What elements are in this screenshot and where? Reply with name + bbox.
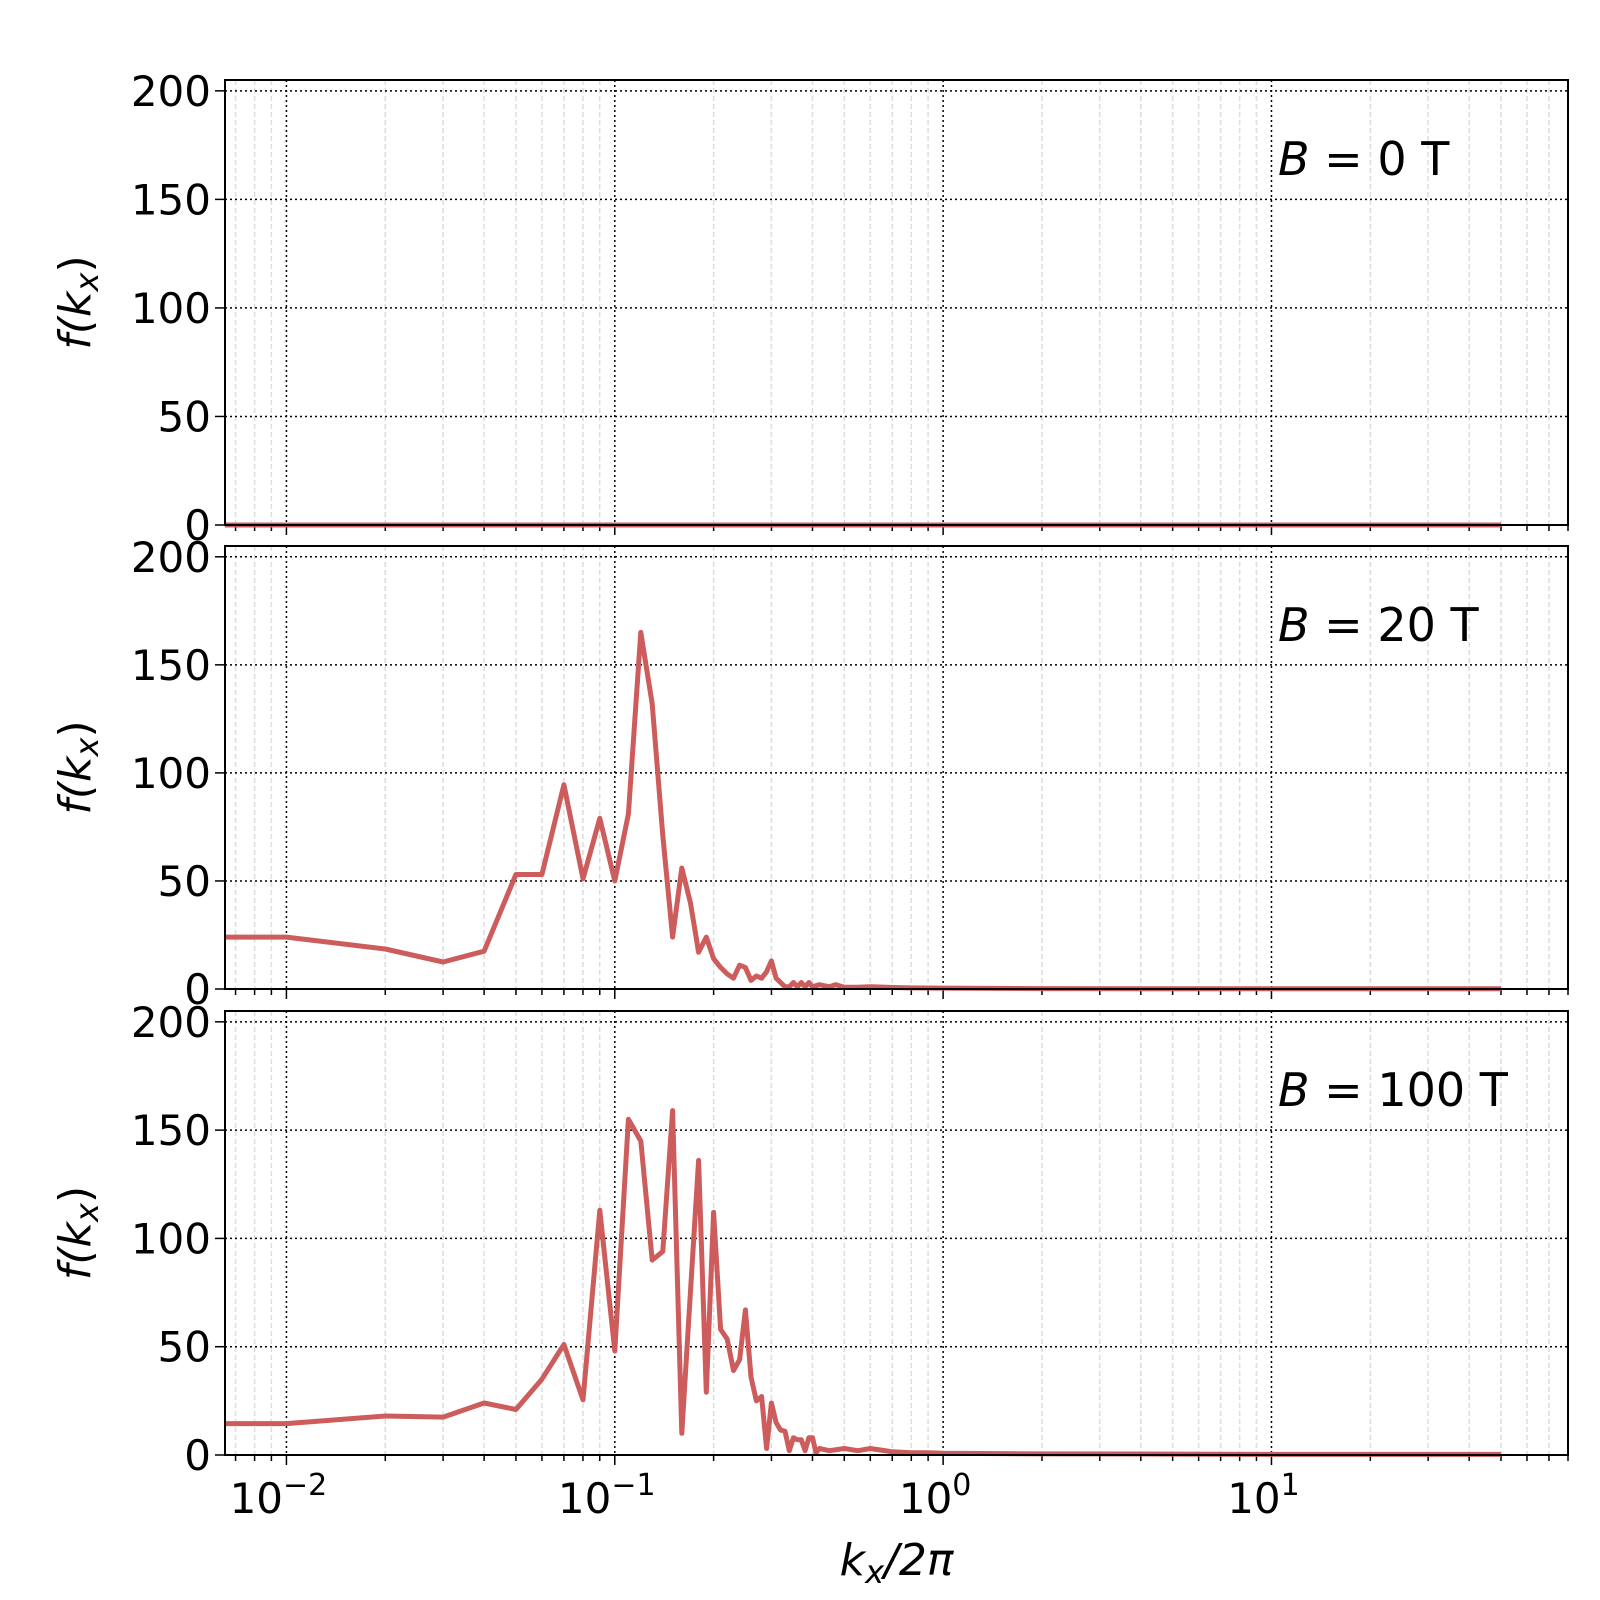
axes-frame [224,79,1569,526]
ytick-label: 50 [158,1323,211,1372]
xtick-base: 10 [1227,1474,1280,1523]
ylabel-var: k [50,290,101,317]
annotation-symbol: B [1278,1063,1310,1117]
ytick-label: 50 [158,857,211,906]
axes-frame [224,1010,1569,1456]
ytick-label: 0 [184,965,211,1014]
ytick-label: 0 [184,501,211,550]
ytick-label: 100 [131,749,211,798]
ytick-label: 150 [131,641,211,690]
xtick-exponent: 0 [952,1468,971,1503]
field-annotation: B = 20 T [1278,598,1480,652]
xtick-label: 10−2 [230,1468,328,1523]
xtick-exponent: −1 [611,1468,655,1503]
ylabel-var: k [50,755,101,782]
ytick-label: 200 [131,533,211,582]
xtick-base: 10 [558,1474,611,1523]
ytick-label: 150 [131,1106,211,1155]
ytick-label: 100 [131,284,211,333]
xtick-base: 10 [230,1474,283,1523]
y-axis-label: f(kx) [50,255,106,349]
ylabel-sub: x [68,1202,106,1223]
xtick-exponent: −2 [283,1468,327,1503]
panel-2: 0 50 100 150 200 B = 20 T f(kx) [50,533,1569,1014]
field-annotation: B = 0 T [1278,132,1450,186]
ylabel-func: f( [50,780,101,814]
annotation-value: = 20 T [1310,598,1480,652]
annotation-symbol: B [1278,132,1310,186]
ylabel-func: f( [50,315,101,349]
ytick-label: 100 [131,1214,211,1263]
xlabel-sub: x [864,1553,885,1591]
ylabel-close: ) [50,1186,101,1203]
ytick-label: 150 [131,175,211,224]
ytick-label: 200 [131,998,211,1047]
ytick-label: 50 [158,392,211,441]
x-axis-label: kx/2π [840,1535,955,1591]
ytick-label: 200 [131,67,211,116]
annotation-value: = 100 T [1310,1063,1509,1117]
annotation-value: = 0 T [1310,132,1451,186]
series-line [225,1108,1501,1457]
ylabel-sub: x [68,271,106,292]
ylabel-sub: x [68,736,106,757]
field-annotation: B = 100 T [1278,1063,1509,1117]
ylabel-var: k [50,1220,101,1247]
y-axis-label: f(kx) [50,720,106,814]
y-axis-label: f(kx) [50,1186,106,1280]
xlabel-rest: /2π [880,1535,955,1586]
annotation-symbol: B [1278,598,1310,652]
xtick-exponent: 1 [1281,1468,1300,1503]
xtick-label: 10−1 [558,1468,656,1523]
xlabel-var: k [840,1535,867,1586]
ylabel-close: ) [50,255,101,272]
xtick-label: 100 [899,1468,972,1523]
series-line [225,629,1501,992]
ytick-label: 0 [184,1431,211,1480]
ylabel-close: ) [50,720,101,737]
panel-1: 0 50 100 150 200 B = 0 T f(kx) [50,67,1569,550]
axes-frame [224,545,1569,990]
xtick-base: 10 [899,1474,952,1523]
xtick-label: 101 [1227,1468,1300,1523]
ylabel-func: f( [50,1246,101,1280]
